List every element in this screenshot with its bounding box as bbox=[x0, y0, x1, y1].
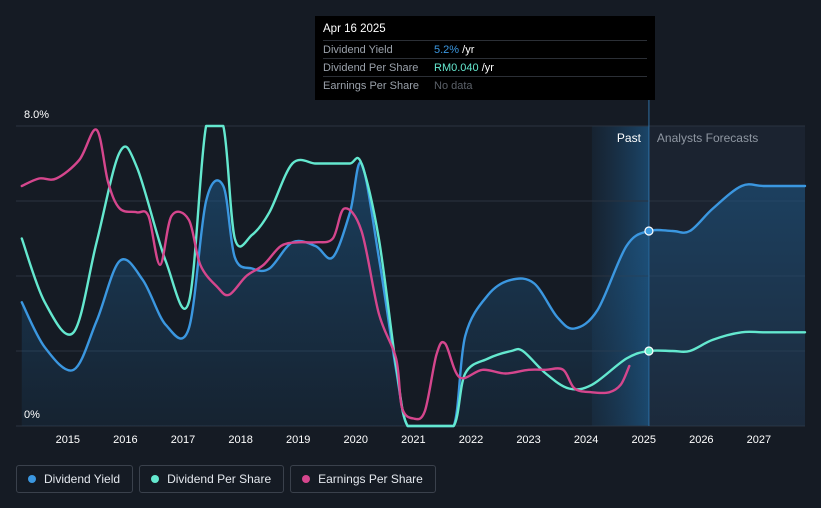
area-dividend-yield bbox=[21, 162, 805, 426]
marker-dividend-yield[interactable] bbox=[644, 226, 654, 236]
x-tick-label: 2023 bbox=[516, 434, 540, 446]
x-tick-label: 2026 bbox=[689, 434, 713, 446]
line-earnings-per-share bbox=[20, 128, 631, 421]
line-dividend-per-share bbox=[20, 124, 807, 428]
y-tick-label: 8.0% bbox=[24, 109, 49, 121]
legend-dot-icon bbox=[302, 475, 311, 483]
tooltip-value: RM0.040 /yr bbox=[434, 62, 494, 74]
tooltip-value-number: RM0.040 bbox=[434, 61, 479, 74]
x-tick-label: 2015 bbox=[56, 434, 80, 446]
x-tick-label: 2021 bbox=[401, 434, 425, 446]
tooltip: Apr 16 2025 Dividend Yield 5.2% /yr Divi… bbox=[315, 16, 655, 100]
legend-item-dividend-yield[interactable]: Dividend Yield bbox=[16, 465, 134, 493]
tooltip-row-dividend-yield: Dividend Yield 5.2% /yr bbox=[323, 40, 647, 58]
tooltip-value-number: 5.2% bbox=[434, 43, 460, 56]
x-tick-label: 2018 bbox=[228, 434, 252, 446]
x-tick-label: 2016 bbox=[113, 434, 137, 446]
legend-label: Dividend Per Share bbox=[167, 472, 272, 486]
tooltip-row-earnings-per-share: Earnings Per Share No data bbox=[323, 76, 647, 94]
x-tick-label: 2020 bbox=[344, 434, 368, 446]
x-tick-label: 2025 bbox=[632, 434, 656, 446]
legend-label: Earnings Per Share bbox=[318, 472, 423, 486]
legend: Dividend Yield Dividend Per Share Earnin… bbox=[16, 465, 436, 493]
x-tick-label: 2017 bbox=[171, 434, 195, 446]
markers-layer bbox=[644, 226, 654, 356]
marker-dividend-per-share[interactable] bbox=[644, 346, 654, 356]
legend-dot-icon bbox=[151, 475, 160, 483]
tooltip-date: Apr 16 2025 bbox=[323, 23, 386, 35]
x-tick-label: 2024 bbox=[574, 434, 598, 446]
tooltip-value-unit: /yr bbox=[459, 43, 475, 56]
forecast-label: Analysts Forecasts bbox=[657, 131, 758, 145]
line-dividend-yield bbox=[20, 161, 807, 428]
legend-item-earnings-per-share[interactable]: Earnings Per Share bbox=[290, 465, 436, 493]
tooltip-label: Dividend Per Share bbox=[323, 61, 419, 74]
y-tick-label: 0% bbox=[24, 409, 40, 421]
legend-item-dividend-per-share[interactable]: Dividend Per Share bbox=[139, 465, 285, 493]
y-axis-ticks: 8.0% 0% bbox=[24, 109, 49, 421]
tooltip-row-dividend-per-share: Dividend Per Share RM0.040 /yr bbox=[323, 58, 647, 76]
legend-label: Dividend Yield bbox=[44, 472, 121, 486]
x-tick-label: 2019 bbox=[286, 434, 310, 446]
tooltip-label: Dividend Yield bbox=[323, 43, 393, 56]
tooltip-value-unit: /yr bbox=[478, 61, 494, 74]
x-axis-ticks: 2015 2016 2017 2018 2019 2020 2021 2022 2023 2024… bbox=[56, 434, 772, 446]
x-tick-label: 2022 bbox=[459, 434, 483, 446]
series-layer bbox=[20, 124, 807, 428]
legend-dot-icon bbox=[28, 475, 36, 483]
tooltip-value: 5.2% /yr bbox=[434, 44, 474, 56]
past-label: Past bbox=[617, 131, 642, 145]
tooltip-label: Earnings Per Share bbox=[323, 79, 419, 92]
x-tick-label: 2027 bbox=[747, 434, 771, 446]
tooltip-value: No data bbox=[434, 79, 473, 92]
